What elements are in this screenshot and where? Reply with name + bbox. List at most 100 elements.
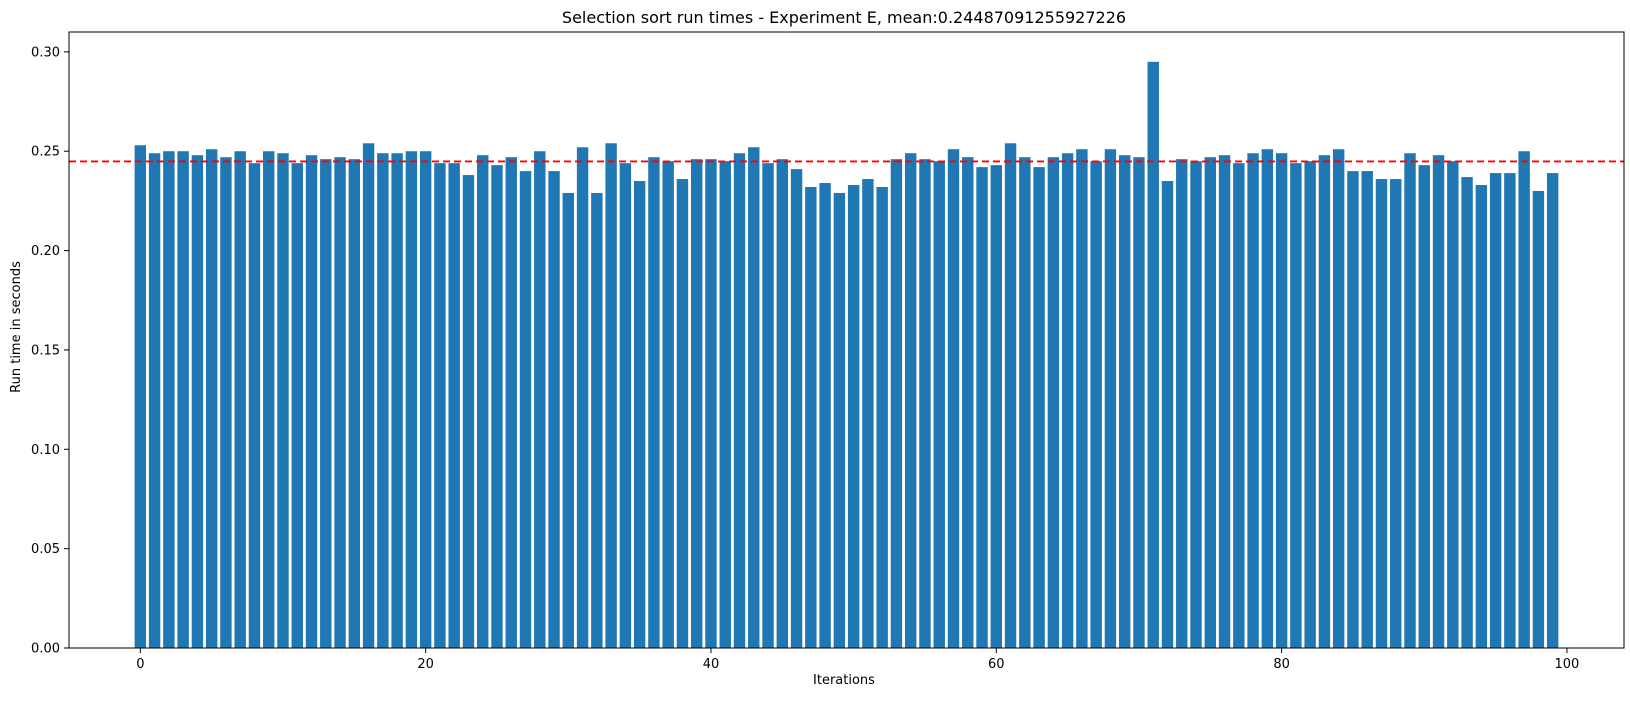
bar [1233, 163, 1245, 649]
bar [762, 163, 774, 649]
bar [220, 157, 232, 648]
bar [705, 159, 717, 648]
bar [1176, 159, 1188, 648]
bar [904, 153, 917, 649]
bar [633, 181, 646, 648]
bar [548, 171, 560, 648]
bar [1447, 161, 1459, 648]
bar [719, 161, 731, 648]
bar [1047, 157, 1060, 648]
bar [377, 153, 389, 649]
bar [1090, 161, 1102, 648]
plot-frame [68, 31, 1625, 649]
bar [1261, 149, 1274, 648]
bar [263, 151, 275, 648]
bar [1061, 153, 1074, 649]
bar [1375, 179, 1388, 648]
bar [148, 153, 161, 649]
bar [1418, 165, 1430, 648]
y-tick-label: 0.20 [31, 244, 60, 259]
bar [491, 165, 503, 648]
bar [505, 157, 517, 648]
bar [648, 157, 660, 648]
y-axis: 0.00 0.05 0.10 0.15 0.20 0.25 0.30 [31, 45, 69, 657]
x-tick-label: 60 [988, 657, 1005, 672]
bar [962, 157, 974, 648]
bar [1304, 161, 1316, 648]
bar [177, 151, 189, 648]
bar [847, 185, 860, 648]
y-axis-label: Run time in seconds [9, 261, 24, 393]
bar [990, 165, 1002, 648]
bar [676, 179, 689, 648]
x-axis: 0 20 40 60 80 100 [136, 648, 1579, 672]
bar [1275, 153, 1288, 649]
bar [748, 147, 760, 648]
bar [191, 155, 204, 648]
bar [534, 151, 546, 648]
bar [1290, 163, 1302, 649]
bar [362, 143, 375, 649]
bar [477, 155, 489, 648]
bar [776, 159, 789, 648]
bar [291, 163, 303, 649]
bar [1190, 161, 1202, 648]
bar [348, 159, 361, 648]
bar [1218, 155, 1231, 648]
bar [919, 159, 931, 648]
bar [819, 183, 831, 648]
x-tick-label: 100 [1555, 657, 1580, 672]
x-tick-label: 80 [1273, 657, 1290, 672]
bar [419, 151, 432, 648]
bar [163, 151, 175, 648]
y-tick-label: 0.05 [31, 542, 60, 557]
bar [947, 149, 960, 648]
bar [1147, 61, 1159, 648]
bar [1532, 190, 1545, 648]
bar [1118, 155, 1131, 648]
bar [562, 192, 575, 648]
bar [1404, 153, 1416, 649]
bar [605, 143, 617, 649]
bar [576, 147, 589, 648]
bar [933, 161, 945, 648]
bar [790, 169, 803, 648]
bar [448, 163, 460, 649]
bar [976, 167, 988, 649]
x-axis-label: Iterations [813, 673, 875, 688]
bar [1247, 153, 1259, 649]
y-tick-label: 0.30 [31, 45, 60, 60]
bar [1432, 155, 1445, 648]
bar [1390, 179, 1402, 648]
bar [890, 159, 903, 648]
bar [1347, 171, 1359, 648]
chart-title: Selection sort run times - Experiment E,… [562, 8, 1126, 27]
bar [1033, 167, 1045, 649]
bar [1104, 149, 1117, 648]
bar [134, 145, 147, 648]
bar [805, 186, 817, 649]
bar [1004, 143, 1017, 649]
y-tick-label: 0.10 [31, 443, 60, 458]
bar [1361, 171, 1373, 648]
bar [1489, 173, 1502, 649]
bar [1518, 151, 1530, 648]
bar [833, 192, 846, 648]
bar [434, 163, 446, 649]
y-tick-label: 0.00 [31, 642, 60, 657]
bar [733, 153, 746, 649]
bar [1332, 149, 1345, 648]
bar [862, 179, 874, 648]
bar [1318, 155, 1331, 648]
bar [234, 151, 246, 648]
bar [405, 151, 418, 648]
bar [1076, 149, 1088, 648]
bar [320, 159, 332, 648]
bar [591, 192, 603, 648]
bar [876, 186, 888, 649]
bar [1461, 177, 1473, 649]
bar [1019, 157, 1031, 648]
bar [1546, 173, 1559, 649]
x-tick-label: 20 [417, 657, 434, 672]
